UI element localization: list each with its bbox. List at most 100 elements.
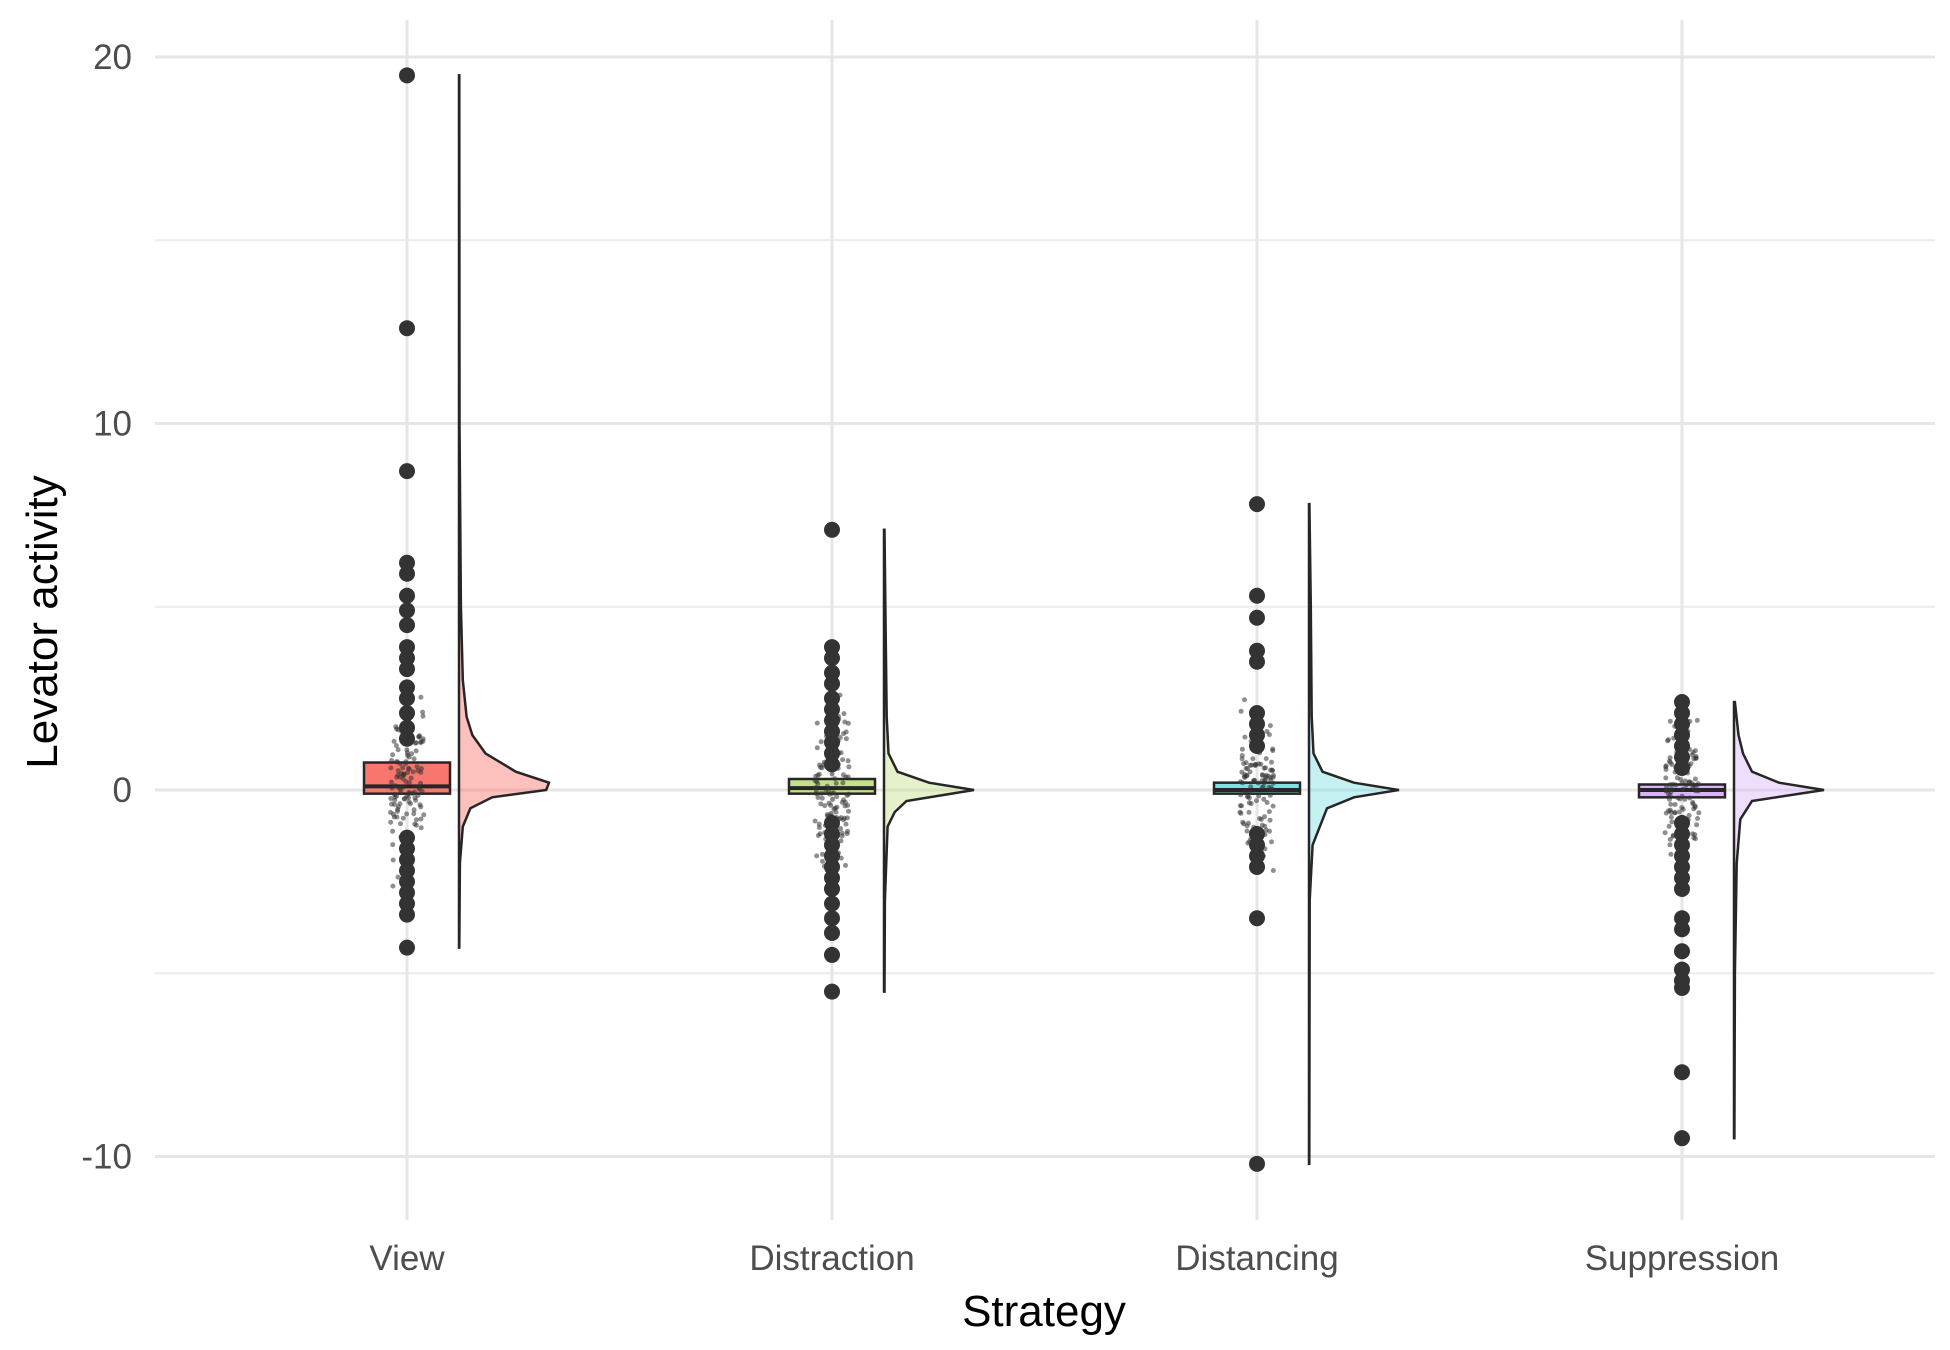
raw-point — [411, 756, 417, 762]
outlier-point — [1249, 847, 1265, 864]
outlier-point — [1674, 814, 1690, 831]
outlier-point — [1249, 609, 1265, 626]
outlier-point — [824, 869, 840, 886]
outlier-point — [824, 858, 840, 875]
outlier-point — [399, 679, 415, 696]
raw-point — [814, 745, 820, 751]
raw-point — [843, 729, 849, 735]
raw-point — [1262, 823, 1268, 829]
group-distancing — [1212, 496, 1400, 1172]
raw-point — [818, 739, 824, 745]
outlier-point — [824, 664, 840, 681]
raw-point — [838, 838, 844, 844]
raw-point — [824, 783, 830, 789]
outlier-point — [1249, 653, 1265, 670]
raw-point — [1694, 717, 1700, 723]
raw-point — [421, 812, 427, 818]
raw-point — [1667, 842, 1673, 848]
raw-point — [401, 796, 407, 802]
raw-point — [1270, 768, 1276, 774]
raw-point — [820, 851, 825, 857]
raw-point — [1668, 814, 1674, 820]
raw-point — [842, 719, 848, 725]
outlier-point — [1674, 943, 1690, 960]
outlier-point — [824, 756, 840, 773]
raw-point — [1667, 718, 1673, 724]
raw-point — [1263, 756, 1269, 762]
raw-point — [1664, 787, 1670, 793]
raw-point — [417, 802, 423, 808]
raw-point — [411, 807, 417, 813]
outlier-point — [824, 734, 840, 751]
raw-point — [1667, 782, 1673, 787]
raw-point — [818, 790, 824, 796]
raw-point — [1256, 761, 1262, 767]
raw-point — [845, 774, 851, 780]
outlier-point — [1249, 727, 1265, 744]
outlier-point — [824, 712, 840, 729]
outlier-point — [824, 639, 840, 656]
raw-point — [406, 754, 412, 760]
raw-point — [1676, 809, 1682, 815]
x-tick-label: View — [369, 1239, 445, 1278]
raw-point — [413, 822, 419, 828]
outlier-point — [824, 946, 840, 963]
raw-point — [1692, 748, 1698, 754]
raw-point — [1663, 775, 1669, 781]
raw-point — [1242, 789, 1248, 795]
raw-point — [389, 801, 394, 807]
outlier-point — [399, 617, 415, 634]
outlier-point — [1249, 738, 1265, 755]
raw-point — [1667, 796, 1672, 802]
group-view — [362, 67, 551, 956]
raw-point — [420, 738, 426, 744]
outlier-point — [1674, 961, 1690, 978]
raw-point — [1245, 793, 1250, 799]
outlier-point — [1674, 825, 1690, 842]
raw-point — [390, 752, 396, 758]
raw-point — [1669, 819, 1675, 825]
y-tick-label: 10 — [93, 405, 132, 444]
raw-point — [839, 830, 845, 836]
raw-point — [1237, 809, 1243, 815]
raw-point — [389, 779, 394, 785]
outlier-point — [1249, 496, 1265, 513]
density-curve — [1307, 502, 1400, 1166]
outlier-point — [1249, 825, 1265, 842]
raw-point — [1258, 816, 1264, 822]
raw-point — [1689, 752, 1695, 758]
raw-point — [1665, 737, 1671, 743]
raw-point — [1663, 763, 1669, 769]
raw-point — [390, 811, 396, 817]
outlier-point — [824, 723, 840, 740]
raw-point — [1240, 819, 1246, 825]
raw-point — [1266, 732, 1272, 738]
raw-point — [1692, 776, 1698, 782]
raw-point — [1692, 804, 1698, 810]
raw-point — [393, 743, 399, 749]
outlier-point — [824, 745, 840, 762]
raw-point — [830, 796, 836, 802]
outlier-point — [1249, 716, 1265, 733]
raw-point — [1239, 803, 1244, 809]
raw-point — [815, 795, 821, 800]
raw-point — [1239, 753, 1245, 758]
raw-point — [388, 765, 394, 771]
density-curve — [882, 528, 975, 993]
raw-point — [418, 694, 424, 700]
raw-point — [1270, 780, 1276, 786]
raw-point — [1691, 782, 1697, 788]
outlier-point — [1674, 1064, 1690, 1081]
outlier-point — [399, 690, 415, 707]
raw-point — [1679, 805, 1685, 811]
raw-point — [1259, 784, 1265, 790]
raw-point — [1263, 827, 1269, 833]
raw-point — [1267, 723, 1273, 729]
outlier-point — [824, 690, 840, 707]
raw-point — [820, 858, 825, 864]
raw-point — [390, 828, 396, 834]
raw-point — [1687, 795, 1693, 801]
raw-point — [812, 818, 818, 824]
outlier-point — [1674, 910, 1690, 927]
raw-point — [844, 792, 850, 798]
